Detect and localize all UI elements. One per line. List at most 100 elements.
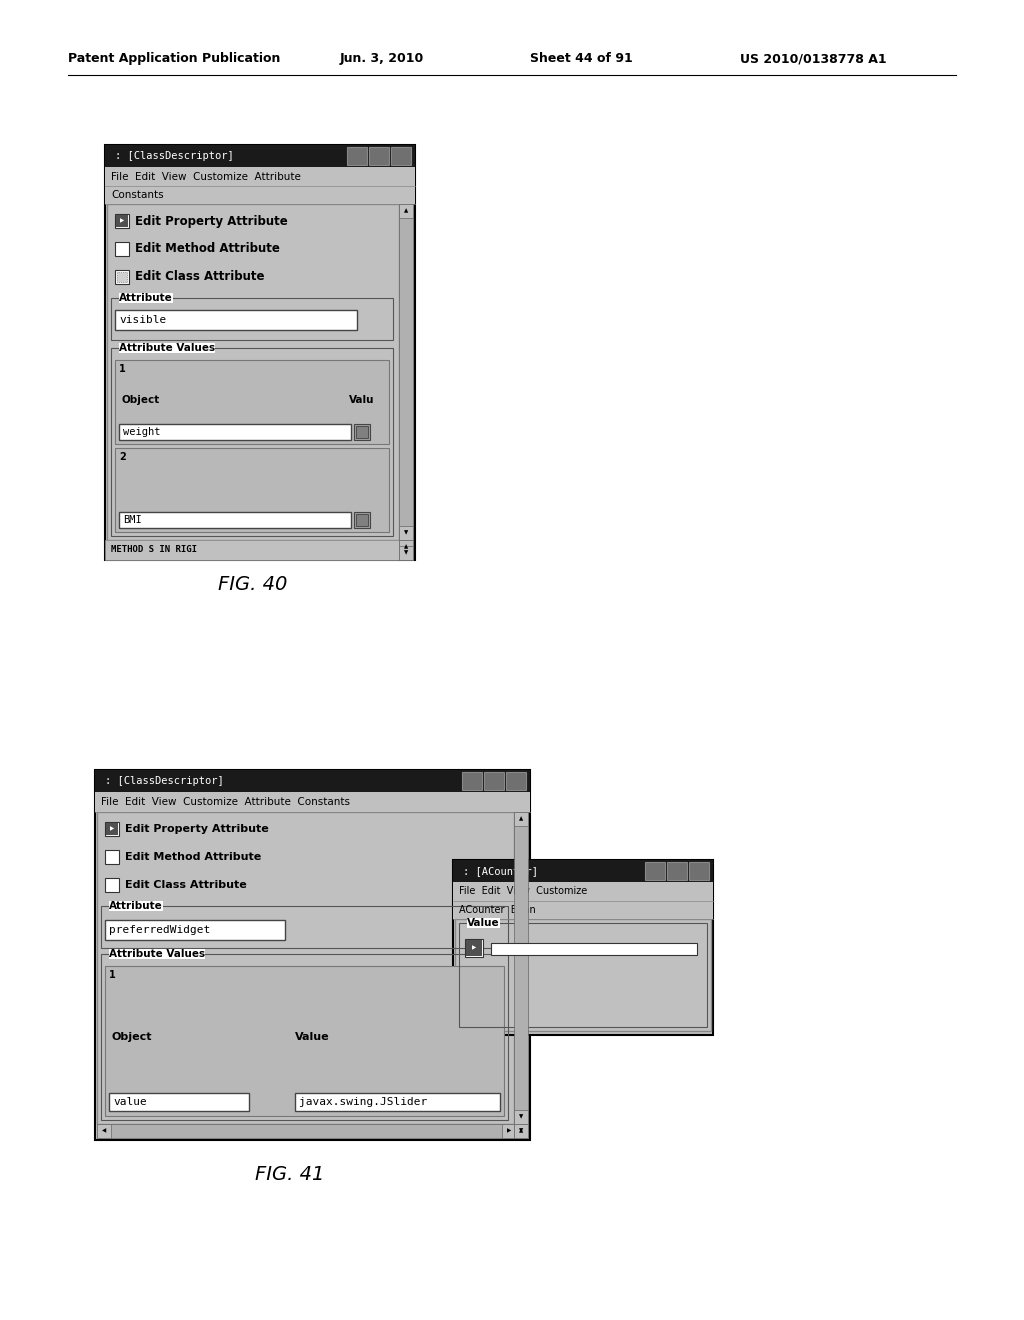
Text: US 2010/0138778 A1: US 2010/0138778 A1 — [740, 51, 887, 65]
Text: Attribute: Attribute — [109, 902, 163, 911]
Text: ▼: ▼ — [519, 1114, 523, 1119]
Bar — [109, 1093, 249, 1111]
Text: ▼: ▼ — [403, 550, 409, 556]
Text: ▶: ▶ — [120, 219, 124, 223]
Text: ▼: ▼ — [519, 1129, 523, 1134]
Bar — [105, 145, 415, 560]
Bar — [116, 215, 128, 227]
Text: FIG. 41: FIG. 41 — [255, 1166, 325, 1184]
Bar — [97, 1125, 516, 1138]
Text: ◀: ◀ — [101, 1129, 106, 1134]
Bar — [115, 214, 129, 228]
Text: Attribute Values: Attribute Values — [119, 343, 215, 352]
Text: BMI: BMI — [123, 515, 141, 525]
Bar — [97, 812, 514, 1125]
Bar — [514, 1110, 528, 1125]
Bar — [119, 424, 351, 440]
Bar — [111, 348, 393, 536]
Text: Jun. 3, 2010: Jun. 3, 2010 — [340, 51, 424, 65]
Text: File  Edit  View  Customize: File Edit View Customize — [459, 887, 587, 896]
Bar — [514, 812, 528, 1125]
Bar — [115, 360, 389, 444]
Bar — [101, 906, 508, 948]
Text: weight: weight — [123, 426, 161, 437]
Bar — [105, 920, 285, 940]
Text: 1: 1 — [119, 364, 126, 374]
Bar — [105, 850, 119, 865]
Bar — [95, 792, 530, 812]
Text: Object: Object — [111, 1032, 152, 1041]
Bar — [105, 878, 119, 892]
Text: Value: Value — [467, 917, 500, 928]
Bar — [115, 310, 357, 330]
Text: value: value — [113, 1097, 146, 1107]
Bar — [466, 940, 482, 956]
Bar — [105, 966, 504, 1115]
Text: 2: 2 — [119, 451, 126, 462]
Text: preferredWidget: preferredWidget — [109, 925, 210, 935]
Bar — [514, 1125, 528, 1138]
Bar — [514, 812, 528, 826]
Text: : [ClassDescriptor]: : [ClassDescriptor] — [105, 776, 224, 785]
Text: : [ACounter]: : [ACounter] — [463, 866, 538, 876]
Text: File  Edit  View  Customize  Attribute  Constants: File Edit View Customize Attribute Const… — [101, 797, 350, 807]
Bar — [105, 145, 415, 168]
Bar — [105, 186, 415, 205]
Bar — [689, 862, 709, 880]
Bar — [119, 512, 351, 528]
Bar — [399, 540, 413, 560]
Bar — [97, 1125, 111, 1138]
Text: FIG. 40: FIG. 40 — [218, 576, 288, 594]
Bar — [347, 147, 367, 165]
Bar — [399, 205, 413, 218]
Bar — [399, 525, 413, 540]
Text: Edit Method Attribute: Edit Method Attribute — [135, 243, 280, 256]
Text: 1: 1 — [109, 970, 116, 979]
Text: Valu: Valu — [349, 395, 375, 405]
Bar — [111, 298, 393, 341]
Bar — [490, 942, 697, 954]
Bar — [105, 168, 415, 186]
Bar — [95, 770, 530, 1140]
Bar — [354, 424, 370, 440]
Bar — [506, 772, 526, 789]
Bar — [399, 540, 413, 554]
Bar — [295, 1093, 500, 1111]
Text: ▶: ▶ — [472, 945, 476, 950]
Bar — [399, 546, 413, 560]
Text: Edit Class Attribute: Edit Class Attribute — [125, 880, 247, 890]
Text: ▲: ▲ — [403, 544, 409, 549]
Text: javax.swing.JSlider: javax.swing.JSlider — [299, 1097, 427, 1107]
Text: : [ClassDescriptor]: : [ClassDescriptor] — [115, 150, 233, 161]
Text: METHOD S IN RIGI: METHOD S IN RIGI — [111, 545, 197, 554]
Bar — [106, 205, 399, 540]
Bar — [453, 882, 713, 902]
Bar — [462, 772, 482, 789]
Text: Object: Object — [121, 395, 160, 405]
Bar — [115, 271, 129, 284]
Bar — [484, 772, 504, 789]
Bar — [645, 862, 665, 880]
Bar — [105, 540, 399, 560]
Text: Constants: Constants — [111, 190, 164, 201]
Bar — [465, 939, 483, 957]
Text: visible: visible — [119, 315, 166, 325]
Bar — [117, 272, 127, 282]
Text: Value: Value — [295, 1032, 330, 1041]
Text: Sheet 44 of 91: Sheet 44 of 91 — [530, 51, 633, 65]
Bar — [514, 1125, 528, 1138]
Text: ▼: ▼ — [403, 531, 409, 536]
Bar — [115, 447, 389, 532]
Text: Edit Method Attribute: Edit Method Attribute — [125, 851, 261, 862]
Bar — [459, 923, 707, 1027]
Text: Attribute: Attribute — [119, 293, 173, 304]
Text: ▶: ▶ — [110, 826, 114, 832]
Bar — [95, 770, 530, 792]
Bar — [502, 1125, 516, 1138]
Bar — [101, 954, 508, 1119]
Bar — [105, 822, 119, 836]
Bar — [369, 147, 389, 165]
Text: Edit Property Attribute: Edit Property Attribute — [125, 824, 268, 834]
Text: ACounter  Bean: ACounter Bean — [459, 906, 536, 915]
Bar — [514, 1125, 528, 1138]
